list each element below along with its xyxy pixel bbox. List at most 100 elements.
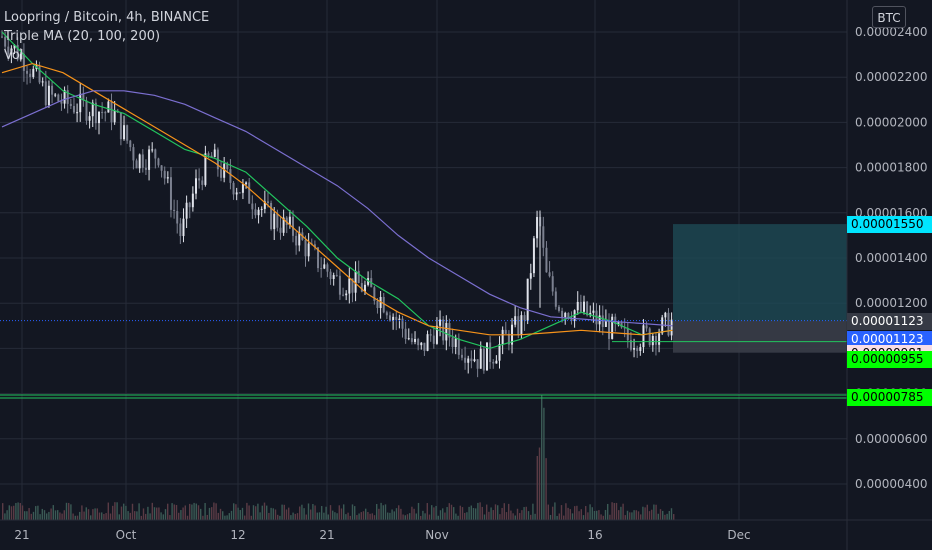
candle-body (60, 101, 63, 104)
currency-button[interactable]: BTC (872, 6, 906, 28)
candle-body (317, 247, 320, 269)
candle-body (667, 312, 670, 336)
volume-bar (48, 511, 50, 520)
candle-body (163, 170, 166, 179)
candle-body (29, 73, 32, 77)
volume-bar (356, 515, 358, 520)
time-tick-label: Oct (116, 528, 137, 542)
volume-bar (499, 514, 501, 520)
volume-bar (406, 514, 409, 520)
volume-bar (585, 506, 587, 520)
candle-body (545, 247, 548, 273)
volume-bar (349, 515, 351, 520)
volume-bar (400, 508, 402, 520)
volume-bar (283, 504, 285, 520)
candle-body (22, 53, 25, 71)
candle-body (664, 312, 667, 318)
volume-bar (629, 512, 631, 520)
candle-body (182, 218, 185, 237)
volume-bar (125, 505, 127, 520)
volume-bar (642, 506, 644, 520)
time-axis[interactable]: 21 Oct 12 21 Nov 16 Dec (0, 519, 932, 542)
candle-body (520, 315, 523, 335)
volume-bar (569, 509, 571, 520)
price-axis[interactable]: 0.00002400 0.00002200 0.00002000 0.00001800… (846, 0, 928, 550)
candle-body (373, 287, 376, 301)
candle-body (144, 167, 147, 170)
candle-body (126, 125, 129, 141)
volume-bars (2, 394, 675, 520)
candle-body (529, 273, 532, 279)
candle-body (608, 320, 611, 339)
horizontal-lines (0, 320, 847, 399)
candle-body (313, 244, 316, 248)
candle-body (335, 275, 338, 277)
candle-body (435, 325, 438, 344)
volume-bar (626, 510, 629, 520)
volume-bar (646, 504, 648, 520)
volume-bar (633, 510, 635, 520)
candle-body (229, 169, 232, 183)
volume-bar (274, 509, 277, 520)
price-tick-label: 0.00001400 (855, 251, 928, 265)
candle-body (69, 103, 72, 107)
candle-body (295, 235, 298, 246)
volume-bar (136, 511, 138, 520)
candle-body (426, 334, 429, 351)
candle-body (620, 322, 623, 328)
volume-bar (235, 504, 237, 520)
candle-body (201, 180, 204, 185)
candle-body (282, 217, 285, 233)
volume-bar (266, 505, 268, 520)
candle-body (260, 208, 263, 210)
candle-body (470, 358, 473, 362)
volume-bar (446, 507, 448, 520)
candle-body (323, 264, 326, 269)
volume-bar (195, 503, 197, 520)
volume-bar (439, 510, 442, 520)
volume-bar (512, 513, 514, 520)
volume-bar (673, 514, 675, 520)
volume-bar (336, 513, 338, 520)
symbol-title[interactable]: Loopring / Bitcoin, 4h, BINANCE (4, 10, 210, 25)
candle-body (351, 278, 354, 293)
candle-body (611, 316, 614, 339)
candle-body (360, 283, 363, 292)
volume-bar (180, 510, 182, 520)
volume-bar (162, 514, 164, 520)
volume-bar (39, 514, 41, 520)
volume-bar (565, 503, 567, 520)
candle-body (173, 209, 176, 212)
candle-body (185, 202, 188, 219)
volume-bar (600, 514, 602, 520)
candle-body (298, 232, 301, 246)
volume-bar (303, 508, 305, 520)
volume-bar (492, 510, 494, 520)
candle-body (485, 342, 488, 371)
candle-body (135, 160, 138, 169)
volume-bar (299, 506, 301, 520)
volume-bar (505, 512, 508, 520)
volume-bar (369, 513, 371, 520)
volume-bar (70, 504, 72, 520)
volume-bar (191, 504, 193, 520)
volume-bar (358, 513, 360, 520)
volume-bar (521, 510, 523, 520)
volume-bar (497, 505, 499, 520)
volume-label[interactable]: Vol (4, 48, 24, 63)
candle-body (407, 338, 410, 340)
candle-body (392, 316, 395, 321)
volume-bar (213, 502, 215, 520)
target-zone (673, 224, 847, 321)
candle-body (345, 293, 348, 296)
candle-body (554, 291, 557, 307)
volume-bar (204, 503, 206, 520)
volume-bar (189, 503, 191, 520)
volume-bar (547, 504, 549, 520)
candle-body (414, 338, 417, 342)
volume-bar (431, 505, 433, 520)
indicator-label[interactable]: Triple MA (20, 100, 200) (4, 29, 161, 44)
candle-body (579, 301, 582, 312)
candle-body (548, 272, 551, 277)
